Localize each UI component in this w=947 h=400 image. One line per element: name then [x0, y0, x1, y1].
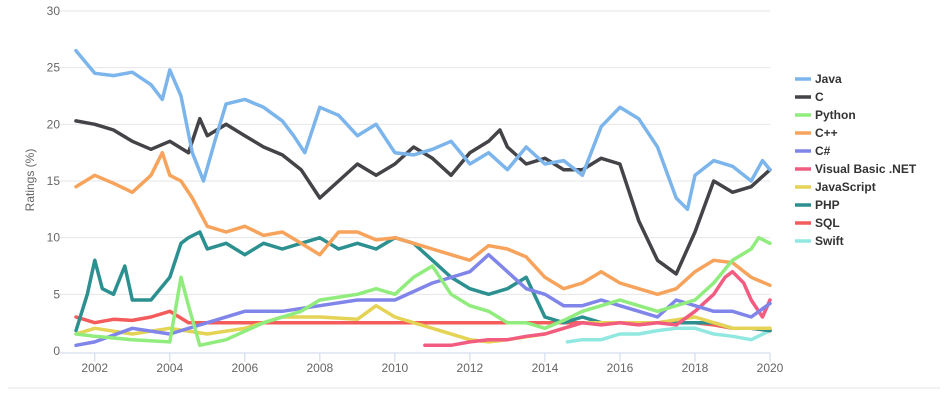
series-line: [74, 235, 772, 348]
series-line: [565, 326, 772, 344]
legend-item[interactable]: SQL: [795, 216, 840, 230]
y-tick-label: 5: [53, 287, 60, 301]
x-tick-label: 2008: [306, 361, 333, 375]
legend-item[interactable]: C: [795, 90, 824, 104]
series-line: [74, 48, 772, 212]
legend-label: C#: [815, 144, 831, 158]
legend-item[interactable]: C#: [795, 144, 831, 158]
legend-item[interactable]: Python: [795, 108, 856, 122]
series-lines: [74, 48, 772, 348]
legend-label: C++: [815, 126, 838, 140]
legend[interactable]: Java C Python C++ C# Visual Basic .NET JavaScr…: [795, 72, 917, 248]
y-tick-label: 30: [47, 4, 61, 18]
legend-item[interactable]: PHP: [795, 198, 840, 212]
legend-item[interactable]: Swift: [795, 234, 844, 248]
y-tick-label: 15: [47, 174, 61, 188]
x-tick-label: 2002: [81, 361, 108, 375]
legend-item[interactable]: Visual Basic .NET: [795, 162, 917, 176]
y-tick-label: 25: [47, 61, 61, 75]
x-tick-label: 2018: [682, 361, 709, 375]
x-tick-label: 2014: [532, 361, 559, 375]
x-tick-label: 2010: [382, 361, 409, 375]
series-line: [74, 150, 772, 297]
legend-label: Java: [815, 72, 842, 86]
legend-label: SQL: [815, 216, 840, 230]
x-tick-label: 2020: [757, 361, 784, 375]
x-tick-label: 2016: [607, 361, 634, 375]
y-tick-label: 10: [47, 231, 61, 245]
y-tick-label: 0: [53, 344, 60, 358]
legend-item[interactable]: Java: [795, 72, 842, 86]
y-axis-label: Ratings (%): [23, 149, 37, 212]
legend-label: Swift: [815, 234, 844, 248]
x-tick-label: 2012: [457, 361, 484, 375]
x-tick-label: 2004: [156, 361, 183, 375]
legend-label: Python: [815, 108, 856, 122]
x-tick-label: 2006: [231, 361, 258, 375]
series-line: [423, 269, 772, 348]
legend-label: PHP: [815, 198, 840, 212]
legend-item[interactable]: C++: [795, 126, 838, 140]
y-axis-ticks: 0 5 10 15 20 25 30: [47, 4, 61, 358]
legend-label: JavaScript: [815, 180, 876, 194]
legend-label: Visual Basic .NET: [815, 162, 917, 176]
y-tick-label: 20: [47, 117, 61, 131]
legend-label: C: [815, 90, 824, 104]
x-axis-ticks: 2002 2004 2006 2008 2010 2012 2014 2016 2018 2020: [81, 353, 784, 375]
legend-item[interactable]: JavaScript: [795, 180, 876, 194]
